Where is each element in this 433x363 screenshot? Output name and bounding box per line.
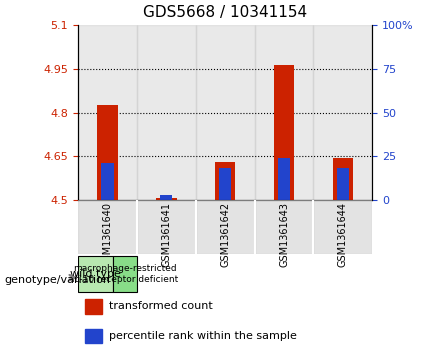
Bar (333, 158, 353, 200)
Bar (196, 25, 255, 200)
FancyBboxPatch shape (113, 256, 137, 292)
Bar (196, 200, 255, 254)
Text: GSM1361642: GSM1361642 (220, 203, 230, 268)
Bar (219, 168, 231, 200)
Text: GSM1361643: GSM1361643 (279, 203, 289, 268)
Bar (274, 65, 294, 200)
Bar (85, 329, 102, 343)
Bar (78, 25, 137, 200)
Bar (278, 158, 290, 200)
Text: GSM1361641: GSM1361641 (161, 203, 171, 268)
Bar (137, 25, 196, 200)
Bar (255, 25, 313, 200)
Bar (101, 163, 113, 200)
Bar (313, 25, 372, 200)
Bar (97, 105, 118, 200)
Title: GDS5668 / 10341154: GDS5668 / 10341154 (143, 5, 307, 20)
Bar (313, 200, 372, 254)
Bar (255, 200, 313, 254)
Bar (156, 198, 177, 200)
Bar (160, 195, 172, 200)
Text: percentile rank within the sample: percentile rank within the sample (109, 331, 297, 341)
Bar (337, 168, 349, 200)
Text: genotype/variation: genotype/variation (4, 274, 110, 285)
Bar (137, 200, 196, 254)
Bar (215, 162, 236, 200)
Text: transformed count: transformed count (109, 301, 213, 311)
Text: wild type: wild type (70, 269, 121, 279)
Text: GSM1361640: GSM1361640 (102, 203, 113, 268)
Bar (85, 299, 102, 314)
Bar (78, 200, 137, 254)
Text: macrophage-restricted
IL-10 receptor deficient: macrophage-restricted IL-10 receptor def… (72, 264, 178, 284)
Text: GSM1361644: GSM1361644 (338, 203, 348, 268)
FancyBboxPatch shape (78, 256, 113, 292)
